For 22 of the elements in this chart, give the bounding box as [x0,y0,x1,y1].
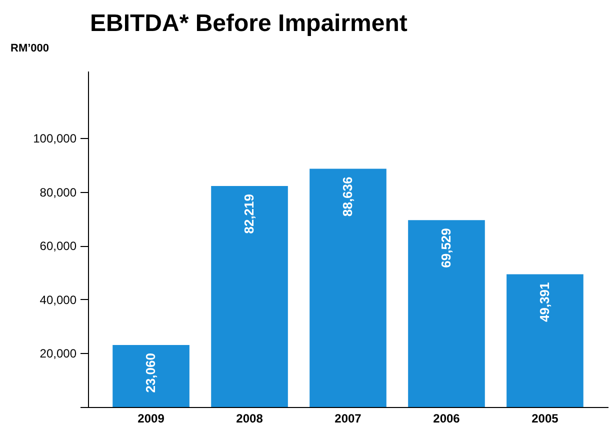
bar [112,345,190,407]
y-tick-label: 100,000 [33,132,77,146]
y-tick-label: 40,000 [40,292,77,307]
bar [408,220,485,407]
data-label: 88,636 [340,176,355,217]
y-tick-label: 20,000 [40,346,77,361]
data-label: 82,219 [242,194,257,234]
bar [506,274,584,407]
bar [310,168,386,407]
data-label: 23,060 [143,353,158,393]
x-tick-label: 2007 [334,412,362,426]
bar [211,186,288,407]
y-tick-label: 80,000 [40,185,77,200]
y-axis-title: RM’000 [10,42,50,54]
chart-title: EBITDA* Before Impairment [90,10,408,37]
x-tick-label: 2005 [532,412,559,426]
y-tick-label: 60,000 [40,239,77,254]
data-label: 69,529 [438,228,454,268]
x-tick-label: 2009 [138,412,165,426]
x-tick-label: 2006 [433,412,460,426]
data-label: 49,391 [536,282,552,322]
x-tick-label: 2008 [236,412,264,426]
